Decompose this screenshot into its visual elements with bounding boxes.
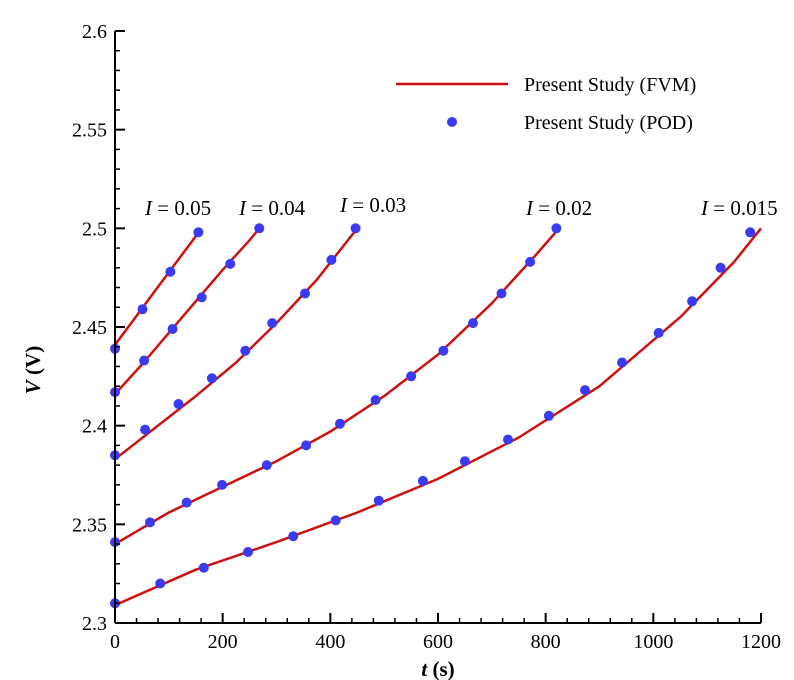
pod-point xyxy=(653,327,664,338)
x-tick-label: 0 xyxy=(110,631,120,653)
x-tick-label: 800 xyxy=(531,631,561,653)
fvm-curve xyxy=(114,227,261,395)
y-tick-label: 2.5 xyxy=(82,218,107,240)
legend-pod-marker xyxy=(447,117,457,127)
pod-point xyxy=(503,434,513,445)
y-axis-title: V (V) xyxy=(21,346,45,394)
pod-point xyxy=(217,479,228,490)
pod-point xyxy=(196,292,207,303)
pod-point xyxy=(525,256,536,267)
pod-point xyxy=(580,385,590,396)
pod-point xyxy=(300,288,310,299)
pod-point xyxy=(301,440,312,451)
pod-point xyxy=(373,495,384,506)
pod-point xyxy=(173,399,184,409)
pod-point xyxy=(193,227,204,238)
curve-label-i-0-03: I = 0.03 xyxy=(339,193,406,217)
curve-label-i-0-04: I = 0.04 xyxy=(238,196,306,220)
x-tick-label: 200 xyxy=(208,631,238,653)
legend-fvm-label: Present Study (FVM) xyxy=(524,74,696,96)
y-tick-label: 2.55 xyxy=(72,120,107,142)
pod-point xyxy=(551,223,562,234)
pod-point xyxy=(335,418,345,429)
series-group xyxy=(110,227,762,609)
series-group xyxy=(110,223,265,398)
x-tick-label: 400 xyxy=(315,631,345,653)
legend-pod-label: Present Study (POD) xyxy=(524,112,693,134)
pod-point xyxy=(139,355,150,366)
pod-point xyxy=(254,223,265,234)
pod-point xyxy=(687,296,698,307)
pod-point xyxy=(438,345,449,356)
pod-point xyxy=(137,304,148,315)
fvm-curve xyxy=(114,227,762,607)
legend: Present Study (FVM) Present Study (POD) xyxy=(396,74,696,134)
pod-point xyxy=(715,262,726,273)
pod-point xyxy=(406,371,417,382)
pod-point xyxy=(243,547,253,557)
pod-point xyxy=(267,318,278,329)
pod-point xyxy=(198,562,209,573)
pod-point xyxy=(350,223,361,234)
pod-point xyxy=(496,288,507,299)
x-tick-label: 600 xyxy=(423,631,453,653)
pod-point xyxy=(181,497,192,508)
pod-point xyxy=(261,460,272,471)
fvm-curve xyxy=(114,227,561,546)
pod-point xyxy=(745,227,756,238)
pod-point xyxy=(617,357,628,368)
curves-layer xyxy=(110,223,762,609)
pod-point xyxy=(140,424,151,435)
pod-point xyxy=(468,318,478,329)
y-tick-label: 2.45 xyxy=(72,317,107,339)
x-tick-label: 1200 xyxy=(741,631,781,653)
pod-point xyxy=(206,373,217,384)
fvm-curve xyxy=(113,227,203,346)
x-axis-title: t (s) xyxy=(421,657,454,680)
fvm-curve xyxy=(114,227,359,461)
series-group xyxy=(110,223,361,461)
pod-point xyxy=(459,456,470,467)
pod-point xyxy=(330,515,341,526)
axes-layer: 0 200 400 600 800 1000 1200 2.3 2.35 2.4 2.45 2.5 2.… xyxy=(72,21,781,653)
pod-point xyxy=(155,578,166,589)
series-group xyxy=(110,223,562,548)
y-tick-label: 2.6 xyxy=(82,21,107,43)
y-tick-label: 2.3 xyxy=(82,613,107,635)
pod-point xyxy=(240,345,251,356)
y-tick-label: 2.35 xyxy=(72,514,107,536)
pod-point xyxy=(417,475,428,486)
pod-point xyxy=(145,517,155,528)
series-group xyxy=(110,227,204,354)
pod-point xyxy=(288,531,299,542)
x-tick-label: 1000 xyxy=(633,631,673,653)
pod-point xyxy=(165,266,176,277)
pod-point xyxy=(225,258,236,269)
curve-label-i-0-02: I = 0.02 xyxy=(525,196,592,220)
pod-point xyxy=(543,410,554,421)
pod-point xyxy=(167,324,178,334)
curve-label-i-0-015: I = 0.015 xyxy=(700,196,778,220)
y-tick-label: 2.4 xyxy=(82,416,107,438)
pod-point xyxy=(326,254,337,265)
curve-label-i-0-05: I = 0.05 xyxy=(144,196,211,220)
pod-point xyxy=(370,395,381,405)
